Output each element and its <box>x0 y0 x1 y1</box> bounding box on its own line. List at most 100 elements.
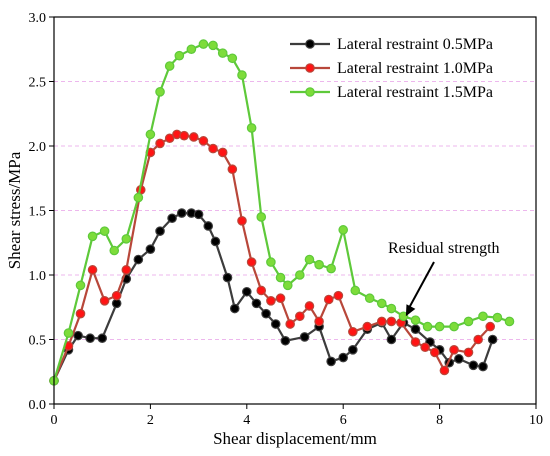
data-point <box>210 236 221 247</box>
y-tick-label: 2.5 <box>29 76 47 91</box>
data-point <box>468 360 479 371</box>
data-point <box>75 308 86 319</box>
data-point <box>454 354 464 364</box>
legend: Lateral restraint 0.5MPa Lateral restrain… <box>290 36 493 101</box>
data-point <box>176 208 187 218</box>
legend-label: Lateral restraint 1.5MPa <box>337 84 493 101</box>
data-point <box>376 298 387 309</box>
series-2 <box>49 129 496 386</box>
data-point <box>227 53 238 64</box>
data-point <box>463 316 474 327</box>
data-point <box>186 44 197 55</box>
data-point <box>256 285 267 296</box>
data-point <box>280 335 291 346</box>
data-point <box>348 345 358 355</box>
data-point <box>270 319 281 329</box>
x-tick-label: 8 <box>436 413 443 428</box>
data-point <box>275 272 286 283</box>
data-point <box>429 347 440 358</box>
y-tick-label: 0.0 <box>29 398 47 413</box>
series-layer <box>49 39 515 386</box>
annotation-arrow-head <box>405 304 416 317</box>
data-point <box>246 123 257 133</box>
data-point <box>251 298 262 309</box>
data-point <box>362 321 373 332</box>
data-point <box>463 347 474 358</box>
data-point <box>164 133 175 144</box>
data-point <box>504 316 515 327</box>
series-3 <box>49 39 515 386</box>
data-point <box>256 212 267 222</box>
data-point <box>145 129 156 140</box>
data-point <box>333 290 344 301</box>
data-point <box>410 315 421 325</box>
data-point <box>439 365 450 376</box>
data-point <box>282 280 293 291</box>
data-point <box>449 345 459 355</box>
data-point <box>376 316 387 327</box>
data-point <box>164 61 175 71</box>
data-point <box>85 333 95 344</box>
data-point <box>198 39 209 49</box>
data-point <box>266 295 276 306</box>
data-point <box>237 216 247 226</box>
data-point <box>203 221 214 231</box>
legend-swatch-marker <box>305 63 315 73</box>
series-line <box>53 212 494 382</box>
data-point <box>167 213 177 224</box>
data-point <box>398 311 409 322</box>
data-point <box>174 50 185 61</box>
data-point <box>155 87 165 97</box>
data-point <box>198 136 209 146</box>
data-point <box>155 138 165 149</box>
data-point <box>434 321 445 332</box>
data-point <box>449 321 459 332</box>
data-point <box>222 272 233 283</box>
x-tick-label: 0 <box>51 413 58 428</box>
data-point <box>478 361 488 372</box>
data-point <box>133 192 144 203</box>
x-tick-label: 4 <box>243 413 250 428</box>
data-point <box>364 293 375 304</box>
data-point <box>217 48 228 58</box>
data-point <box>109 245 120 256</box>
data-point <box>285 319 295 329</box>
data-point <box>485 321 496 332</box>
y-tick-label: 0.5 <box>29 334 47 349</box>
y-tick-label: 1.0 <box>29 269 47 284</box>
data-point <box>304 301 315 311</box>
data-point <box>314 259 324 270</box>
data-point <box>87 265 98 275</box>
data-point <box>261 308 271 319</box>
data-point <box>73 330 83 341</box>
legend-swatch-marker <box>305 87 315 97</box>
y-axis-title: Shear stress/MPa <box>5 151 24 269</box>
data-point <box>266 257 276 267</box>
legend-label: Lateral restraint 1.0MPa <box>337 60 493 77</box>
data-point <box>386 316 397 327</box>
data-point <box>295 311 305 322</box>
data-point <box>338 352 348 363</box>
data-point <box>155 226 165 236</box>
data-point <box>314 316 324 327</box>
data-point <box>304 254 315 265</box>
data-point <box>75 280 86 291</box>
data-point <box>478 311 488 322</box>
data-point <box>121 265 132 275</box>
data-point <box>299 332 310 342</box>
data-point <box>487 334 498 345</box>
legend-item: Lateral restraint 0.5MPa <box>290 36 493 53</box>
data-point <box>145 244 156 254</box>
y-tick-label: 2.0 <box>29 140 47 155</box>
data-point <box>338 225 348 235</box>
x-tick-label: 6 <box>340 413 347 428</box>
data-point <box>87 231 98 242</box>
data-point <box>473 334 483 345</box>
data-point <box>275 293 286 304</box>
data-point <box>410 324 421 334</box>
data-point <box>350 285 361 296</box>
data-point <box>133 254 144 265</box>
annotation-arrow-shaft <box>407 261 435 309</box>
data-point <box>121 234 132 244</box>
